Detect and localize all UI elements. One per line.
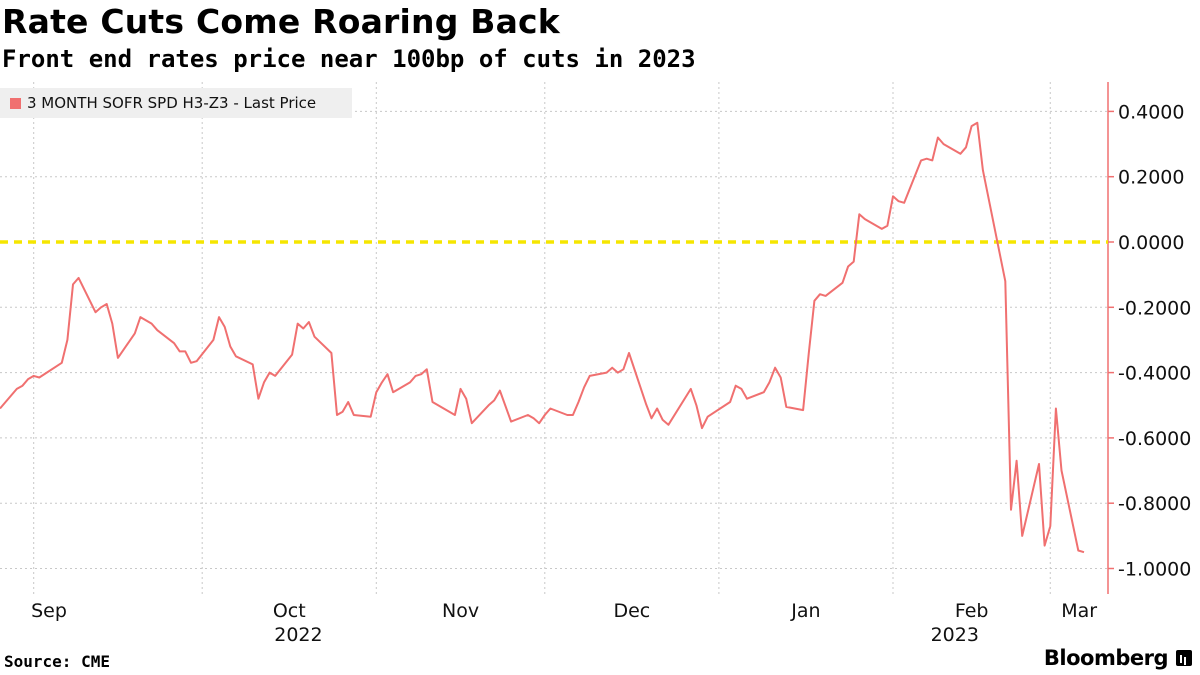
y-tick-label: -0.8000 — [1118, 493, 1191, 515]
chart-title: Rate Cuts Come Roaring Back — [2, 2, 560, 41]
y-tick-label: -0.6000 — [1118, 428, 1191, 450]
x-year-label: 2022 — [274, 624, 322, 646]
x-year-label: 2023 — [931, 624, 979, 646]
legend-label: 3 MONTH SOFR SPD H3-Z3 - Last Price — [27, 94, 317, 112]
legend-swatch — [10, 97, 21, 109]
x-month-label: Sep — [31, 600, 67, 622]
chart-subtitle: Front end rates price near 100bp of cuts… — [2, 45, 696, 73]
x-month-label: Jan — [790, 600, 820, 622]
y-tick-label: 0.0000 — [1118, 232, 1184, 254]
y-tick-label: -0.4000 — [1118, 363, 1191, 385]
chart-legend: 3 MONTH SOFR SPD H3-Z3 - Last Price — [0, 88, 352, 118]
y-tick-label: 0.2000 — [1118, 167, 1184, 189]
brand-logo: Bloomberg — [1044, 646, 1192, 670]
y-tick-label: -0.2000 — [1118, 297, 1191, 319]
x-month-label: Mar — [1061, 600, 1097, 622]
x-month-label: Feb — [955, 600, 989, 622]
x-month-label: Dec — [613, 600, 650, 622]
source-note: Source: CME — [4, 652, 110, 671]
series-line — [0, 121, 1085, 554]
x-month-label: Oct — [273, 600, 306, 622]
y-tick-label: 0.4000 — [1118, 101, 1184, 123]
y-tick-label: -1.0000 — [1118, 559, 1191, 581]
brand-name: Bloomberg — [1043, 646, 1169, 670]
bloomberg-icon — [1176, 650, 1192, 666]
x-month-label: Nov — [442, 600, 479, 622]
